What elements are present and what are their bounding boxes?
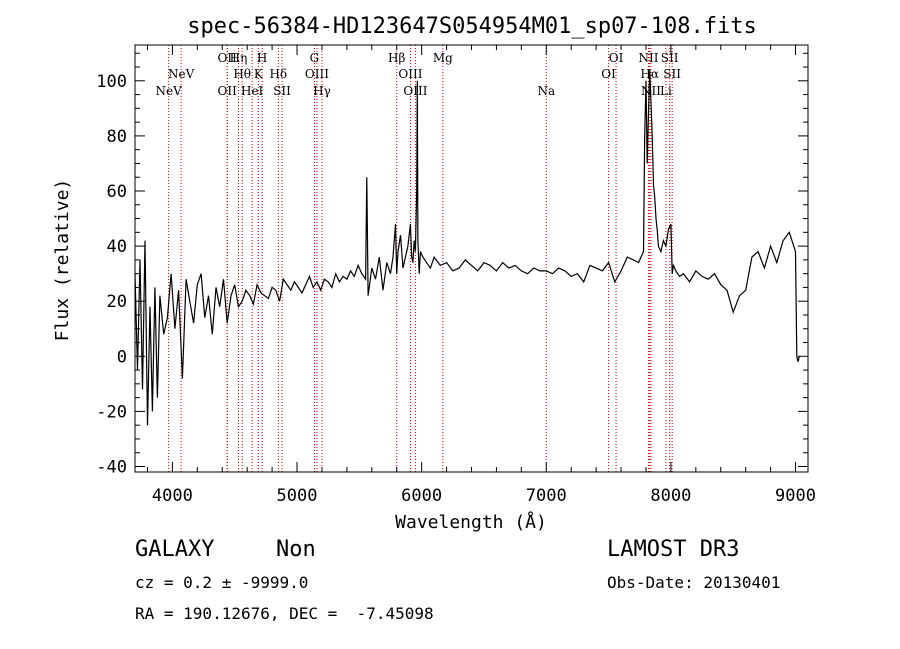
- line-marker-label: Hθ: [233, 67, 251, 81]
- line-marker-label: OI: [601, 67, 616, 81]
- spectrum-series: [134, 69, 800, 426]
- x-tick-label: 9000: [775, 486, 816, 506]
- line-marker-label: SII: [663, 67, 681, 81]
- x-tick-label: 7000: [526, 486, 567, 506]
- line-marker-label: Na: [537, 84, 555, 98]
- line-marker-label: NII: [638, 51, 658, 65]
- line-marker-label: Mg: [433, 51, 453, 65]
- x-tick-label: 5000: [277, 486, 318, 506]
- x-tick-label: 6000: [401, 486, 442, 506]
- line-marker-label: OII: [218, 51, 238, 65]
- line-marker-label: Li: [660, 84, 672, 98]
- line-marker-label: G: [310, 51, 320, 65]
- object-class-label: GALAXY: [135, 537, 215, 562]
- line-marker-label: K: [254, 67, 264, 81]
- y-tick-label: 0: [117, 347, 127, 367]
- line-marker-label: OI: [609, 51, 624, 65]
- coordinates-readout: RA = 190.12676, DEC = -7.45098: [135, 604, 434, 623]
- line-marker-label: NeV: [168, 67, 195, 81]
- line-marker-label: NII: [641, 84, 661, 98]
- survey-label: LAMOST DR3: [607, 537, 740, 562]
- y-tick-label: 80: [107, 127, 127, 147]
- chart-titles: spec-56384-HD123647S054954M01_sp07-108.f…: [52, 14, 757, 533]
- line-marker-label: Hβ: [388, 51, 405, 65]
- y-tick-label: 40: [107, 237, 127, 257]
- line-marker-label: OIII: [398, 67, 422, 81]
- line-marker-label: SII: [661, 51, 679, 65]
- y-tick-label: 60: [107, 182, 127, 202]
- line-marker-label: Hα: [640, 67, 659, 81]
- line-marker-label: OIII: [403, 84, 427, 98]
- line-marker-label: Hδ: [269, 67, 287, 81]
- line-marker-label: HeI: [241, 84, 264, 98]
- line-marker-label: NeV: [156, 84, 183, 98]
- line-marker-label: Hη: [230, 51, 248, 65]
- chart-title: spec-56384-HD123647S054954M01_sp07-108.f…: [187, 14, 757, 39]
- object-subclass-label: Non: [276, 537, 316, 562]
- y-axis-label: Flux (relative): [52, 179, 73, 342]
- plot-frame: [134, 44, 809, 473]
- y-tick-label: 100: [96, 72, 127, 92]
- line-marker-label: SII: [273, 84, 291, 98]
- line-marker-label: OII: [218, 84, 238, 98]
- x-tick-label: 8000: [650, 486, 691, 506]
- line-marker-label: Hγ: [313, 84, 331, 98]
- spectrum-line: [134, 69, 800, 426]
- y-tick-label: -40: [96, 457, 127, 477]
- obs-date-readout: Obs-Date: 20130401: [607, 573, 781, 592]
- plot-axes: 4000 5000 6000 7000 8000 9000 -40 -20 0 20 40 60 80 1…: [96, 44, 816, 506]
- redshift-readout: cz = 0.2 ± -9999.0: [135, 573, 309, 592]
- line-marker-label: OIII: [305, 67, 329, 81]
- x-axis-label: Wavelength (Å): [395, 511, 547, 533]
- x-tick-label: 4000: [152, 486, 193, 506]
- y-tick-label: -20: [96, 402, 127, 422]
- line-marker-label: H: [257, 51, 267, 65]
- y-tick-label: 20: [107, 292, 127, 312]
